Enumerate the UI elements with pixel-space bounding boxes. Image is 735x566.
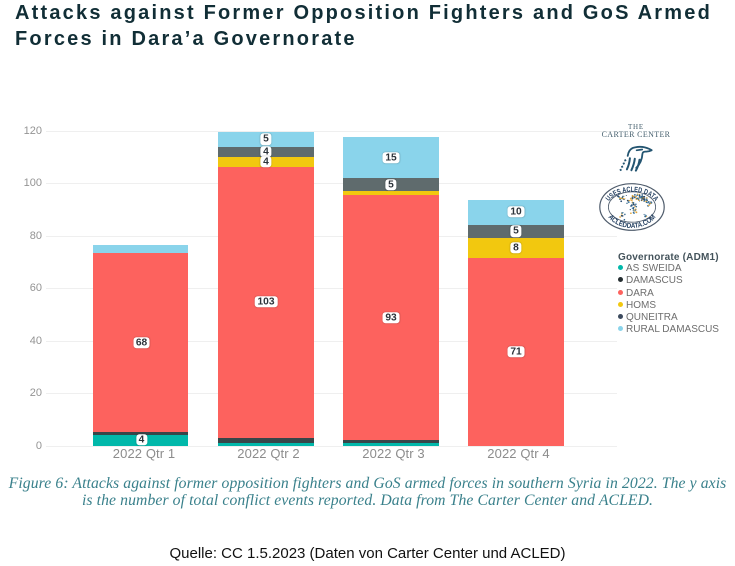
svg-text:ACLEDDATA.COM: ACLEDDATA.COM [607,212,658,230]
